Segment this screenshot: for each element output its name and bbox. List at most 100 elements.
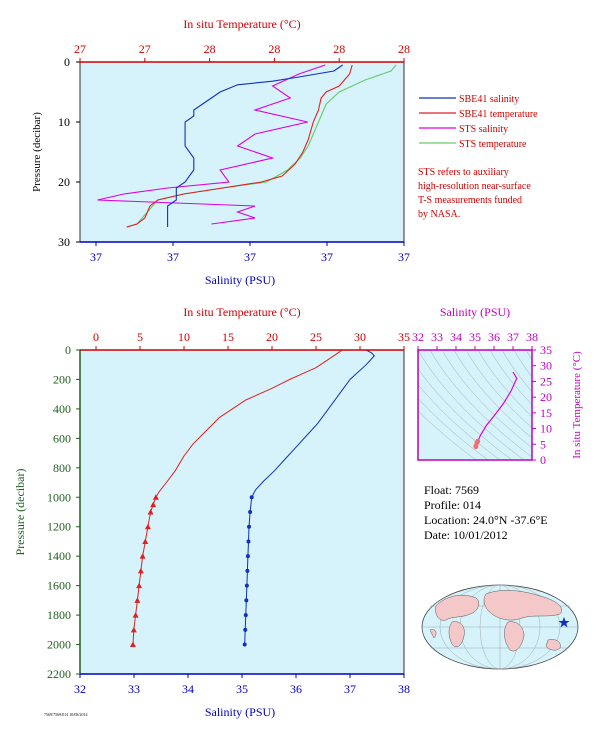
tick-label: 1200 <box>47 520 71 534</box>
tick-label: 28 <box>333 42 345 56</box>
tick-label: 38 <box>526 330 538 344</box>
tick-label: 5 <box>137 330 143 344</box>
temperature-marker <box>147 509 154 515</box>
main-temperature-tick-labels: 0 5 10 15 20 25 30 35 <box>93 330 410 350</box>
main-series <box>129 349 375 648</box>
tick-label: 37 <box>321 250 333 264</box>
main-pressure-axis-label: Pressure (decibar) <box>13 469 27 556</box>
tick-label: 28 <box>204 42 216 56</box>
top-temperature-tick-labels: 27 27 28 28 28 28 <box>74 42 410 62</box>
tick-label: 20 <box>58 175 70 189</box>
tick-label: 15 <box>222 330 234 344</box>
tick-label: 32 <box>74 682 86 696</box>
density-contour <box>429 350 532 458</box>
ts-density-contours <box>418 350 532 460</box>
temperature-marker <box>129 641 136 648</box>
tick-label: 200 <box>53 372 71 386</box>
float-location-marker <box>558 617 570 628</box>
salinity-marker <box>245 554 250 559</box>
salinity-marker <box>244 598 249 603</box>
salinity-marker <box>249 495 254 500</box>
legend-note: STS refers to auxiliary high-resolution … <box>418 167 531 220</box>
main-temperature-axis-label: In situ Temperature (°C) <box>183 305 300 319</box>
tick-label: 38 <box>398 682 410 696</box>
density-contour <box>418 384 501 460</box>
tick-label: 1800 <box>47 608 71 622</box>
main-pressure-tick-labels: 0 200 400 600 800 1000 1200 1400 1600 1800 2000 220… <box>47 343 80 681</box>
density-contour <box>465 350 532 428</box>
tick-label: 600 <box>53 431 71 445</box>
sts-salinity-line <box>97 64 326 225</box>
legend-note-line: STS refers to auxiliary <box>418 167 509 178</box>
tick-label: 33 <box>128 682 140 696</box>
density-contour <box>418 368 513 460</box>
density-contour <box>441 350 532 448</box>
tick-label: 800 <box>53 461 71 475</box>
top-series <box>97 64 397 228</box>
salinity-marker <box>243 627 248 632</box>
tick-label: 1000 <box>47 490 71 504</box>
ts-panel-frame <box>417 349 533 461</box>
salinity-marker <box>248 510 253 514</box>
tick-label: 33 <box>431 330 443 344</box>
legend-label: STS temperature <box>459 139 527 150</box>
tick-label: 37 <box>90 250 102 264</box>
temperature-marker <box>134 597 141 603</box>
tick-label: 36 <box>290 682 302 696</box>
salinity-marker <box>243 613 248 618</box>
top-temperature-axis-label: In situ Temperature (°C) <box>183 17 300 31</box>
tick-label: 0 <box>540 453 546 467</box>
tick-label: 27 <box>74 42 86 56</box>
ts-temperature-axis-label: In situ Temperature (°C) <box>571 351 583 459</box>
top-salinity-axis-label: Salinity (PSU) <box>205 273 275 287</box>
legend-note-line: by NASA. <box>418 209 460 220</box>
top-pressure-axis-label: Pressure (decibar) <box>31 112 43 192</box>
tick-label: 28 <box>268 42 280 56</box>
main-panel: In situ Temperature (°C) 0 5 10 15 20 25 30 35 … <box>13 305 410 719</box>
tick-label: 37 <box>244 250 256 264</box>
legend-label: STS salinity <box>459 124 508 135</box>
tick-label: 32 <box>412 330 424 344</box>
legend-item-sts-salinity: STS salinity <box>419 124 508 135</box>
tick-label: 34 <box>182 682 194 696</box>
tick-label: 35 <box>469 330 481 344</box>
legend-item-sbe41-temperature: SBE41 temperature <box>419 109 538 120</box>
legend-label: SBE41 salinity <box>459 94 519 105</box>
tick-label: 400 <box>53 402 71 416</box>
legend-item-sbe41-salinity: SBE41 salinity <box>419 94 519 105</box>
float-info: Float: 7569 Profile: 014 Location: 24.0°… <box>424 483 548 542</box>
density-contour <box>489 350 532 406</box>
legend: SBE41 salinity SBE41 temperature STS sal… <box>418 94 538 220</box>
legend-item-sts-temperature: STS temperature <box>419 139 527 150</box>
tick-label: 20 <box>540 390 552 404</box>
tick-label: 37 <box>167 250 179 264</box>
tick-label: 30 <box>540 359 552 373</box>
temperature-marker <box>142 538 149 544</box>
main-salinity-axis-label: Salinity (PSU) <box>205 705 275 719</box>
tick-label: 37 <box>398 250 410 264</box>
tick-label: 10 <box>58 115 70 129</box>
profile-number: Profile: 014 <box>424 498 481 512</box>
density-contour <box>418 350 525 460</box>
tick-label: 25 <box>540 374 552 388</box>
location: Location: 24.0°N -37.6°E <box>424 513 548 527</box>
tick-label: 35 <box>236 682 248 696</box>
tick-label: 30 <box>354 330 366 344</box>
tick-label: 35 <box>540 343 552 357</box>
date: Date: 10/01/2012 <box>424 528 508 542</box>
sts-temperature-line <box>126 64 397 228</box>
salinity-marker <box>242 642 247 647</box>
temperature-marker <box>132 612 139 618</box>
main-panel-background <box>80 350 404 674</box>
tick-label: 20 <box>266 330 278 344</box>
salinity-marker <box>247 524 252 529</box>
sbe41-temperature-line <box>126 64 353 228</box>
ts-salinity-tick-labels: 32 33 34 35 36 37 38 <box>412 330 538 350</box>
tick-label: 37 <box>507 330 519 344</box>
density-contour <box>513 350 532 378</box>
density-contour <box>501 350 532 392</box>
tick-label: 0 <box>93 330 99 344</box>
temperature-marker <box>136 582 143 589</box>
